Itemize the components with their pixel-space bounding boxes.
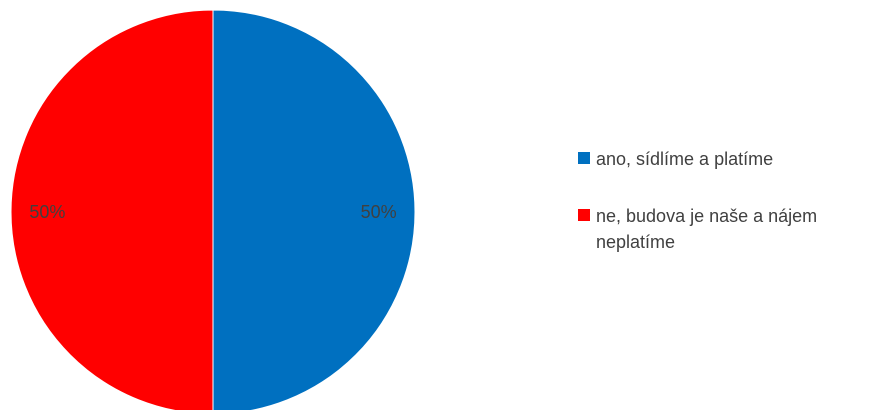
legend-swatch-ano <box>578 152 590 164</box>
legend-item-ano: ano, sídlíme a platíme <box>578 146 888 172</box>
legend-swatch-ne <box>578 209 590 221</box>
pie-data-labels: 50% 50% <box>29 202 396 222</box>
pie-slices <box>10 9 416 410</box>
pie-slice-ne <box>10 9 214 410</box>
pie-slice-ano <box>212 9 416 410</box>
pie-data-label-ne: 50% <box>29 202 65 222</box>
chart-legend: ano, sídlíme a platíme ne, budova je naš… <box>578 146 888 286</box>
legend-item-ne: ne, budova je naše a nájem neplatíme <box>578 203 888 255</box>
legend-label-ano: ano, sídlíme a platíme <box>596 149 774 169</box>
pie-data-label-ano: 50% <box>361 202 397 222</box>
legend-label-ne: ne, budova je naše a nájem neplatíme <box>596 206 818 252</box>
